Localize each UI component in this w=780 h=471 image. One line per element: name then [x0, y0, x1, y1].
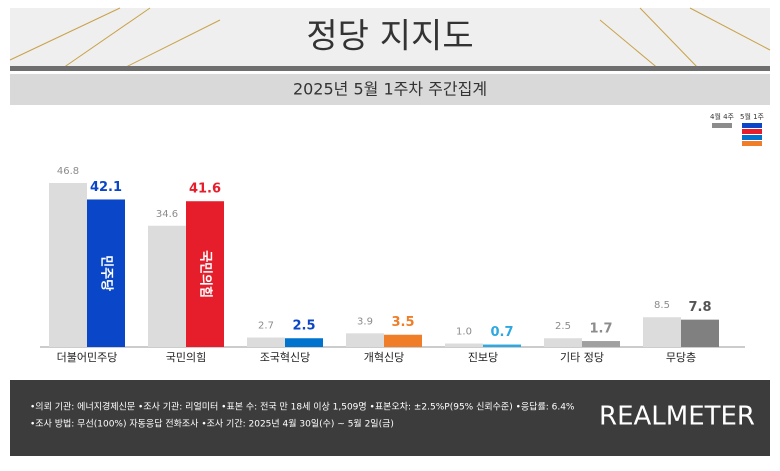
value-label: 3.9 — [357, 316, 373, 327]
bar — [483, 344, 521, 347]
bar — [384, 334, 422, 347]
header-decoration — [9, 7, 771, 71]
value-label: 1.0 — [456, 326, 472, 337]
header-band — [10, 8, 770, 70]
bar — [346, 333, 384, 347]
bar — [49, 183, 87, 347]
value-label: 2.5 — [555, 321, 571, 332]
subtitle-band — [10, 74, 770, 105]
legend-swatch — [742, 129, 762, 134]
value-label: 8.5 — [654, 300, 670, 311]
bar — [544, 338, 582, 347]
x-tick-label: 무당층 — [666, 351, 696, 364]
x-tick-label: 개혁신당 — [364, 351, 404, 364]
footer-band — [10, 380, 770, 456]
value-label: 2.7 — [258, 321, 274, 332]
x-tick-label: 진보당 — [468, 351, 498, 364]
bar — [445, 343, 483, 347]
legend-swatch — [742, 141, 762, 146]
value-label: 3.5 — [391, 315, 414, 330]
bar — [643, 317, 681, 347]
value-label: 41.6 — [189, 182, 221, 197]
value-label: 46.8 — [57, 166, 79, 177]
bar — [285, 338, 323, 347]
bar — [247, 337, 285, 347]
value-label: 7.8 — [688, 300, 711, 315]
chart-title: 정당 지지도 — [306, 17, 473, 57]
footer-line: •조사 방법: 무선(100%) 자동응답 전화조사 •조사 기간: 2025년… — [30, 418, 394, 430]
bar — [87, 199, 125, 347]
x-tick-label: 더불어민주당 — [57, 351, 118, 364]
x-tick-label: 조국혁신당 — [260, 351, 311, 364]
legend-swatch — [712, 123, 732, 128]
legend-label: 5월 1주 — [740, 112, 765, 121]
value-label: 0.7 — [490, 325, 513, 340]
bar — [148, 225, 186, 347]
chart-subtitle: 2025년 5월 1주차 주간집계 — [293, 80, 487, 99]
x-tick-label: 기타 정당 — [560, 351, 604, 364]
value-label: 1.7 — [589, 322, 612, 337]
value-label: 42.1 — [90, 180, 122, 195]
value-label: 34.6 — [156, 209, 178, 220]
value-label: 2.5 — [292, 319, 315, 334]
brand: REALMETER — [599, 402, 755, 432]
bar-logo: 민주당 — [99, 255, 115, 291]
bar — [582, 341, 620, 347]
footer-line: •의뢰 기관: 에너지경제신문 •조사 기관: 리얼미터 •표본 수: 전국 만… — [30, 401, 575, 413]
legend-swatch — [742, 135, 762, 140]
bar — [186, 201, 224, 347]
x-tick-label: 국민의힘 — [166, 351, 206, 364]
bar — [681, 319, 719, 347]
legend-swatch — [742, 123, 762, 128]
header-rule — [10, 66, 770, 71]
bar-logo: 국민의힘 — [198, 250, 214, 298]
legend-label: 4월 4주 — [710, 112, 735, 121]
